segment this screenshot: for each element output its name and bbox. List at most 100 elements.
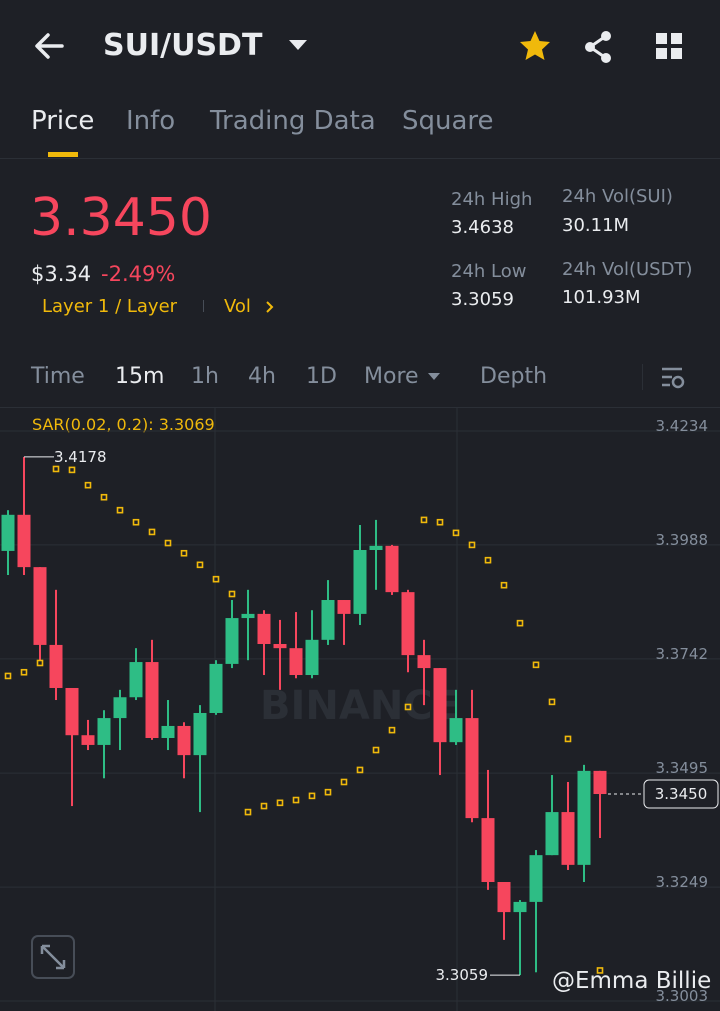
sar-dot [20,668,28,676]
candle-body [305,639,319,676]
tab[interactable]: Square [402,106,494,136]
sar-dot [596,967,604,974]
candle-body [561,812,575,865]
sar-dot [340,778,348,786]
sar-dot [516,619,524,627]
tag[interactable]: Vol [224,296,251,317]
sar-dot [244,808,252,816]
sar-dot [324,788,332,796]
candle-body [353,550,367,614]
stat-label: 24h Vol(USDT) [562,259,693,280]
candle-body [385,545,399,593]
interval[interactable]: 4h [248,364,276,389]
candle-body [225,618,239,664]
candle-body [1,514,15,551]
grid-icon[interactable] [655,32,685,62]
candle-body [177,725,191,756]
stat-value: 3.3059 [451,289,514,310]
credit: @Emma Billie [552,968,711,994]
candle-body [529,855,543,902]
high-label: 3.4178 [54,448,107,466]
sar-dot [180,549,188,557]
candle-body [17,514,31,568]
sar-dot [132,518,140,526]
share-icon[interactable] [582,30,616,64]
sar-dot [212,575,220,583]
candle-body [401,592,415,656]
stat-value: 30.11M [562,215,630,236]
sar-dot [196,561,204,569]
candle-body [321,600,335,640]
candle-body [145,662,159,738]
y-tick-label: 3.3495 [656,759,709,777]
candle-body [273,643,287,649]
sar-dot [564,735,572,743]
interval[interactable]: 15m [115,364,165,389]
favorite-icon[interactable] [518,29,552,63]
settings-icon[interactable] [660,365,686,391]
watermark: BINANCE [260,683,460,729]
candle-body [577,770,591,865]
interval[interactable]: 1D [306,364,337,389]
y-tick-label: 3.3003 [656,987,709,1005]
candle-body [417,655,431,669]
candle-body [81,735,95,745]
divider [0,407,720,408]
tab[interactable]: Info [126,106,176,136]
sar-dot [404,703,412,711]
y-tick-label: 3.3988 [656,531,709,549]
tab-indicator [48,152,78,157]
candlestick-chart: SAR(0.02, 0.2): 3.3069 BINANCE 3.4234 3.3… [0,408,720,1011]
pair-title[interactable]: SUI/USDT [103,28,263,63]
fullscreen-icon [40,944,66,970]
sar-dot [276,799,284,807]
sar-dot [148,528,156,536]
sar-dot [388,726,396,734]
more-caret [428,373,440,380]
sar-dot [468,541,476,549]
sar-dot [500,581,508,589]
sar-dot [356,766,364,774]
candle-body [97,718,111,745]
stat-value: 101.93M [562,287,641,308]
candle-body [161,725,175,738]
candle-body [129,662,143,698]
interval[interactable]: 1h [191,364,219,389]
price-change: -2.49% [101,262,176,286]
sar-dot [4,672,12,680]
sar-dot [164,539,172,547]
stat-value: 3.4638 [451,217,514,238]
candle-body [257,613,271,644]
sar-dot [436,518,444,526]
pair-caret[interactable] [288,38,308,52]
candle-body [65,687,79,736]
candle-body [193,712,207,756]
tab[interactable]: Trading Data [210,106,376,136]
sar-dot [308,792,316,800]
tag-chevron [266,301,274,313]
back-icon[interactable] [32,30,68,62]
interval[interactable]: Depth [480,364,548,389]
candle-body [49,644,63,688]
sar-dot [100,493,108,501]
candle-body [513,901,527,913]
sar-dot [228,590,236,598]
interval[interactable]: Time [31,364,85,389]
sar-dot [68,466,76,474]
sar-dot [292,796,300,804]
sar-dot [484,556,492,564]
interval[interactable]: More [364,364,419,389]
low-label: 3.3059 [436,966,489,984]
candle-body [369,545,383,551]
stat-label: 24h Vol(SUI) [562,186,673,207]
candle-body [209,663,223,713]
y-tick-label: 3.3249 [656,873,709,891]
tag[interactable]: Layer 1 / Layer [42,296,178,317]
candle-body [433,668,447,743]
tab[interactable]: Price [31,106,95,136]
fullscreen-button[interactable] [31,935,75,979]
sar-dot [52,465,60,473]
tag-separator [203,300,204,312]
candle-body [465,718,479,819]
candle-body [289,648,303,676]
